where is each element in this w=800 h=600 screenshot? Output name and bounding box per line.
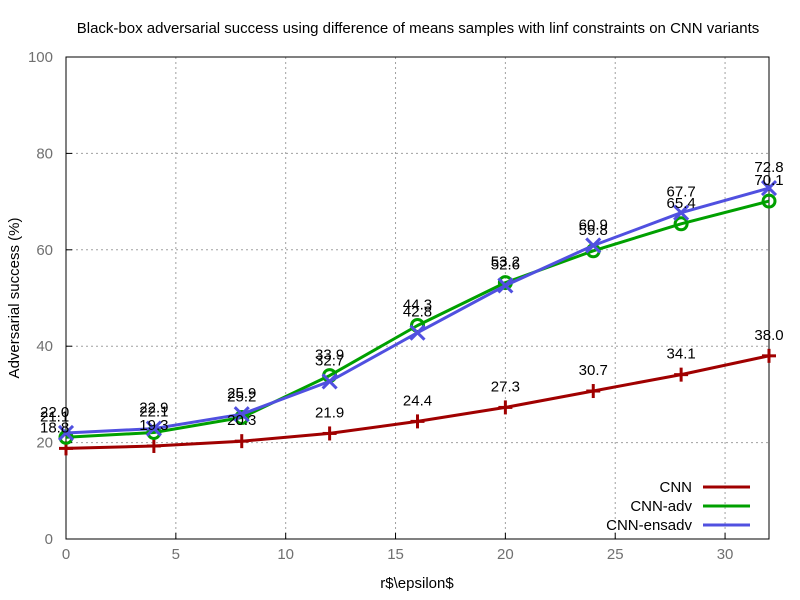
plot-frame	[65, 56, 770, 540]
y-axis-label: Adversarial success (%)	[6, 218, 23, 379]
data-label: 60.9	[579, 216, 608, 233]
data-point	[409, 324, 426, 341]
data-label: 33.9	[315, 347, 344, 364]
data-point	[57, 424, 75, 442]
data-label: 59.8	[579, 222, 608, 239]
data-label: 19.3	[139, 417, 168, 434]
data-point	[585, 237, 602, 254]
legend-label: CNN-ensadv	[606, 517, 692, 534]
data-label: 22.1	[139, 403, 168, 420]
data-label: 53.2	[491, 254, 520, 271]
data-labels: 18.8 19.3 20.3 21.9 24.4 27.3 30.7 34.1 38.0 21.1…	[40, 159, 784, 436]
data-point	[760, 180, 778, 197]
y-tick-label: 100	[28, 49, 53, 66]
series-cnn-ensadv	[57, 180, 778, 442]
data-label: 21.9	[315, 404, 344, 421]
data-label: 67.7	[667, 184, 696, 201]
data-point	[761, 193, 777, 209]
legend-label: CNN-adv	[630, 498, 692, 515]
axis-ticks: 0 20 40 60 80 100 0 5 10 15 20 25 30	[28, 49, 733, 563]
data-point	[673, 204, 690, 221]
series-cnn	[59, 348, 776, 456]
x-tick-label: 30	[717, 546, 734, 563]
x-tick-label: 0	[62, 546, 70, 563]
data-point	[674, 367, 689, 382]
data-label: 70.1	[754, 172, 783, 189]
y-tick-label: 0	[45, 531, 53, 548]
data-label: 20.3	[227, 412, 256, 429]
data-label: 65.4	[667, 195, 696, 212]
data-point	[321, 373, 338, 390]
data-label: 44.3	[403, 296, 432, 313]
data-label: 22.9	[139, 400, 168, 417]
legend: CNN CNN-adv CNN-ensadv	[606, 479, 750, 534]
data-point	[498, 400, 513, 415]
data-point	[762, 348, 776, 363]
legend-label: CNN	[660, 479, 693, 496]
y-tick-label: 40	[36, 338, 53, 355]
data-label: 22.0	[40, 404, 69, 421]
data-label: 72.8	[754, 159, 783, 176]
data-point	[146, 424, 162, 440]
data-label: 25.2	[227, 389, 256, 406]
series-line	[65, 199, 770, 439]
x-axis-label: r$\epsilon$	[380, 575, 454, 592]
x-tick-label: 25	[607, 546, 624, 563]
data-label: 18.8	[40, 419, 69, 436]
data-point	[145, 420, 162, 437]
x-tick-label: 20	[497, 546, 514, 563]
data-label: 34.1	[667, 346, 696, 363]
data-label: 30.7	[579, 362, 608, 379]
data-label: 42.8	[403, 304, 432, 321]
data-point	[234, 410, 250, 426]
data-point	[322, 426, 337, 441]
series	[57, 180, 778, 456]
data-label: 27.3	[491, 378, 520, 395]
x-tick-label: 5	[172, 546, 180, 563]
grid	[66, 57, 769, 539]
data-label: 24.4	[403, 392, 432, 409]
data-point	[146, 438, 161, 453]
data-point	[673, 216, 689, 232]
data-label: 32.7	[315, 352, 344, 369]
data-point	[410, 414, 425, 429]
data-label: 38.0	[754, 327, 783, 344]
y-tick-label: 60	[36, 242, 53, 259]
data-label: 21.1	[40, 408, 69, 425]
data-point	[233, 406, 250, 423]
y-tick-label: 80	[36, 145, 53, 162]
data-point	[497, 277, 514, 294]
x-tick-label: 10	[277, 546, 294, 563]
y-tick-label: 20	[36, 435, 53, 452]
chart-title: Black-box adversarial success using diff…	[77, 20, 760, 37]
data-point	[586, 384, 601, 399]
data-point	[234, 434, 249, 449]
x-tick-label: 15	[387, 546, 404, 563]
data-label: 52.6	[491, 256, 520, 273]
data-label: 25.9	[227, 385, 256, 402]
